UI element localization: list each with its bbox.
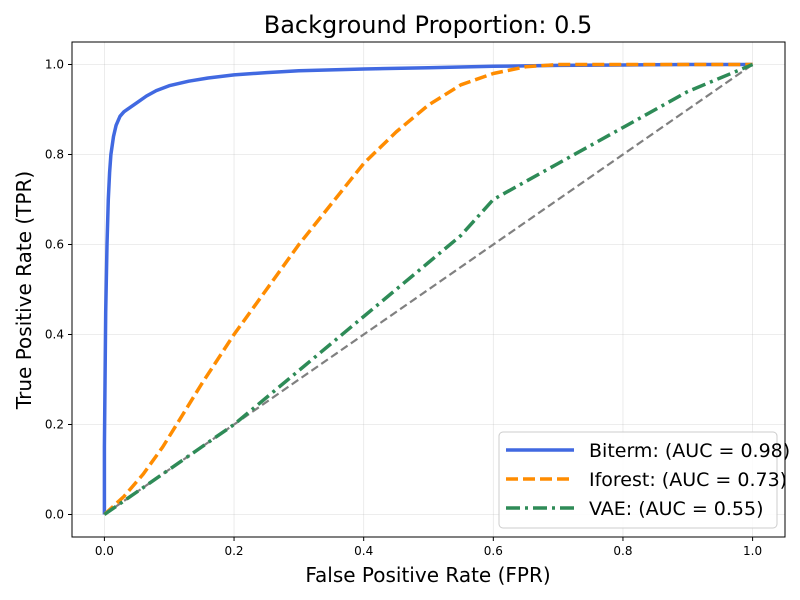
- chart-title: Background Proportion: 0.5: [264, 11, 593, 39]
- y-axis-ticks: 0.0 0.2 0.4 0.6 0.8 1.0: [45, 58, 72, 522]
- plot-lines: [102, 62, 754, 516]
- x-tick-label: 0.0: [95, 544, 114, 558]
- series-line-iforest: [103, 62, 753, 516]
- y-tick-label: 1.0: [45, 58, 64, 72]
- grid: [72, 42, 785, 537]
- x-tick-label: 0.4: [354, 544, 373, 558]
- x-tick-label: 0.2: [224, 544, 243, 558]
- y-tick-label: 0.0: [45, 508, 64, 522]
- series-line-vae: [103, 62, 754, 516]
- legend: Biterm: (AUC = 0.98) Iforest: (AUC = 0.73…: [498, 431, 790, 529]
- legend-label-iforest: Iforest: (AUC = 0.73): [589, 469, 787, 491]
- x-axis-label: False Positive Rate (FPR): [305, 563, 550, 587]
- y-tick-label: 0.6: [45, 238, 64, 252]
- x-axis-ticks: 0.0 0.2 0.4 0.6 0.8 1.0: [95, 537, 762, 558]
- y-tick-label: 0.2: [45, 418, 64, 432]
- plot-frame: [71, 41, 786, 538]
- x-tick-label: 0.6: [484, 544, 503, 558]
- x-tick-label: 0.8: [613, 544, 632, 558]
- y-tick-label: 0.4: [45, 328, 64, 342]
- legend-box: [498, 431, 778, 529]
- legend-label-vae: VAE: (AUC = 0.55): [589, 498, 764, 520]
- x-tick-label: 1.0: [743, 544, 762, 558]
- y-tick-label: 0.8: [45, 148, 64, 162]
- legend-label-biterm: Biterm: (AUC = 0.98): [589, 440, 790, 462]
- series-line-biterm: [102, 62, 753, 515]
- y-axis-label: True Positive Rate (TPR): [12, 171, 36, 410]
